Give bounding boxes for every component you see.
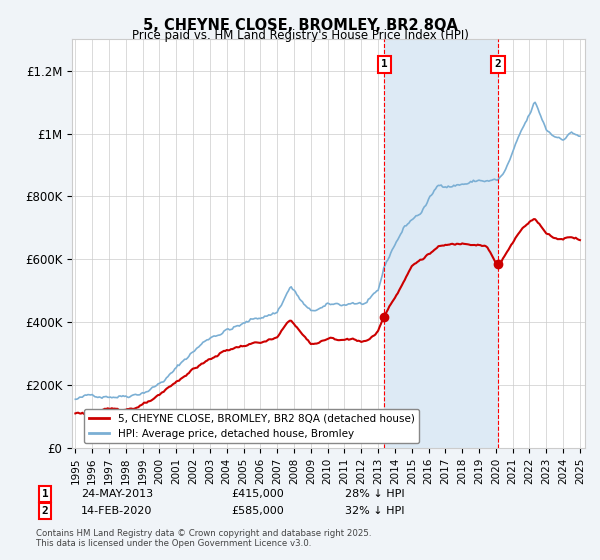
Legend: 5, CHEYNE CLOSE, BROMLEY, BR2 8QA (detached house), HPI: Average price, detached: 5, CHEYNE CLOSE, BROMLEY, BR2 8QA (detac…: [85, 409, 419, 443]
Text: 32% ↓ HPI: 32% ↓ HPI: [345, 506, 404, 516]
Text: 5, CHEYNE CLOSE, BROMLEY, BR2 8QA: 5, CHEYNE CLOSE, BROMLEY, BR2 8QA: [143, 18, 457, 33]
Text: 2: 2: [494, 59, 501, 69]
Text: 2: 2: [41, 506, 49, 516]
Bar: [385, 39, 498, 448]
Text: 24-MAY-2013: 24-MAY-2013: [81, 489, 153, 499]
Text: Price paid vs. HM Land Registry's House Price Index (HPI): Price paid vs. HM Land Registry's House …: [131, 29, 469, 42]
Text: 14-FEB-2020: 14-FEB-2020: [81, 506, 152, 516]
Text: Contains HM Land Registry data © Crown copyright and database right 2025.
This d: Contains HM Land Registry data © Crown c…: [36, 529, 371, 548]
Text: 1: 1: [41, 489, 49, 499]
Text: 28% ↓ HPI: 28% ↓ HPI: [345, 489, 404, 499]
Text: £415,000: £415,000: [231, 489, 284, 499]
Text: £585,000: £585,000: [231, 506, 284, 516]
Text: 1: 1: [381, 59, 388, 69]
